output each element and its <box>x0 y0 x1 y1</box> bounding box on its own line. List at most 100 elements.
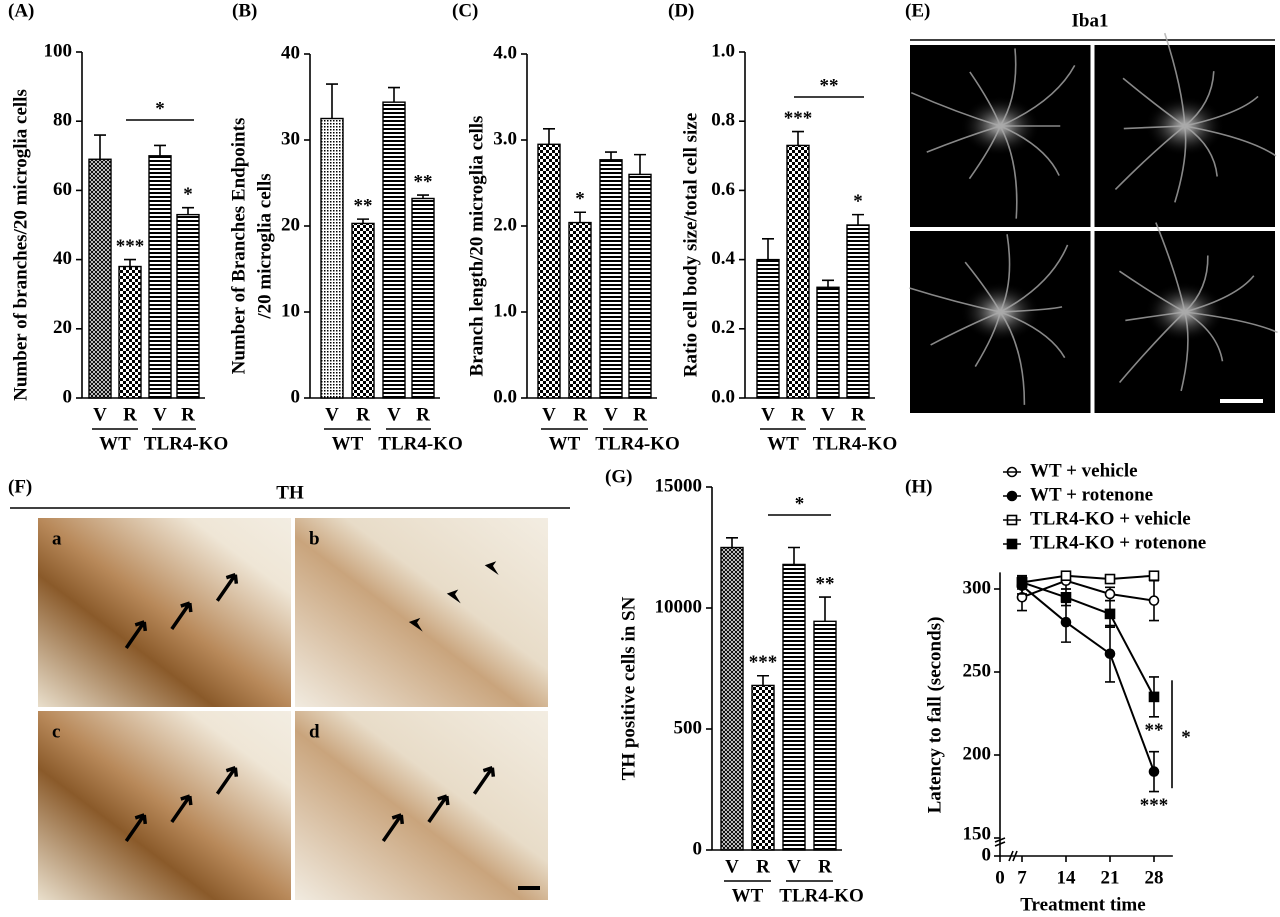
arrowhead <box>484 561 499 575</box>
y-axis-title: Branch length/20 microglia cells <box>466 116 487 377</box>
subpanel-label: b <box>1109 55 1120 76</box>
panel-label: (F) <box>8 476 32 497</box>
bracket-label: * <box>1181 727 1191 748</box>
microglia-process <box>909 287 1001 313</box>
bracket-label: * <box>155 98 165 119</box>
x-tick-label: R <box>123 404 137 425</box>
x-tick-label: R <box>851 404 865 425</box>
y-tick-label: 10 <box>281 300 300 321</box>
microglia-process <box>1180 311 1189 392</box>
x-tick-label: V <box>387 404 401 425</box>
bracket-label: ** <box>820 75 839 96</box>
microglia-process <box>999 48 1017 127</box>
error-bar <box>182 206 194 215</box>
microglia-process <box>1163 32 1186 127</box>
microglia-process <box>1184 275 1255 313</box>
micrograph <box>38 518 291 707</box>
y-tick-label: 60 <box>53 179 72 200</box>
group-label: WT <box>767 433 799 454</box>
group-label: TLR4-KO <box>813 433 897 454</box>
axis-break <box>994 837 1006 847</box>
bar <box>846 224 870 399</box>
series-line <box>1021 584 1155 772</box>
significance-label: *** <box>784 108 813 129</box>
bar <box>411 197 435 399</box>
point <box>1104 573 1116 585</box>
microglia-process <box>969 71 1001 127</box>
x-tick-label: V <box>787 856 801 877</box>
x-tick-label: R <box>633 404 647 425</box>
subpanel-label: a <box>52 528 62 549</box>
arrow <box>381 813 404 842</box>
microglia-process <box>930 311 1001 346</box>
significance-label: ** <box>816 573 835 594</box>
x-tick-label: 14 <box>1057 867 1077 888</box>
bar <box>118 265 142 399</box>
arrowhead <box>408 617 423 632</box>
significance-label: * <box>575 189 585 210</box>
error-bar <box>788 546 800 565</box>
error-bar <box>326 83 338 119</box>
x-tick-label: R <box>756 856 770 877</box>
bar <box>816 286 840 399</box>
microglia-process <box>999 125 1060 176</box>
microglia-process <box>1174 125 1187 203</box>
microglia-process <box>1184 311 1224 362</box>
y-tick-label: 4.0 <box>493 42 517 63</box>
point <box>1104 608 1116 620</box>
y-tick-label: 1.0 <box>493 300 517 321</box>
microglia-process <box>1184 95 1259 127</box>
bar <box>537 143 561 399</box>
y-axis-title: Number of Branches Endpoints <box>228 118 249 375</box>
microglia-process <box>1184 125 1218 177</box>
point <box>1148 691 1160 703</box>
bar <box>720 546 744 851</box>
group-label: WT <box>549 433 581 454</box>
subpanel-label: b <box>309 528 320 549</box>
microglia-process <box>1184 71 1215 127</box>
point <box>1060 591 1072 603</box>
subpanel-label: d <box>309 721 320 742</box>
error-bar <box>762 238 774 260</box>
microglia-process <box>974 311 1002 367</box>
legend-label: WT + vehicle <box>1030 460 1138 481</box>
bar <box>88 158 112 399</box>
y-tick-label: 40 <box>53 248 72 269</box>
y-tick-label: 2.0 <box>493 214 517 235</box>
bar <box>751 684 775 851</box>
microglia-process <box>1123 125 1185 130</box>
y-tick-label: 0.6 <box>711 179 735 200</box>
bar <box>568 221 592 399</box>
error-bar <box>792 130 804 146</box>
x-tick-label: V <box>725 856 739 877</box>
arrow <box>170 601 193 631</box>
y-tick-label: 0 <box>291 386 301 407</box>
error-bar <box>94 134 106 160</box>
bar <box>756 258 780 399</box>
y-axis-title: /20 microglia cells <box>254 173 275 319</box>
subpanel-label: d <box>1109 241 1120 262</box>
error-bar <box>124 258 136 267</box>
arrow <box>472 766 496 795</box>
error-bar <box>726 537 738 548</box>
x-tick-label: R <box>356 404 370 425</box>
microglia-process <box>1184 255 1209 313</box>
y-tick-label: 0 <box>982 844 992 865</box>
error-bar <box>822 279 834 288</box>
significance-label: ** <box>414 171 433 192</box>
bar <box>382 101 406 399</box>
x-tick-label: V <box>542 404 556 425</box>
micrograph <box>295 711 548 900</box>
x-tick-label: V <box>153 404 167 425</box>
panel-label: (H) <box>905 476 932 497</box>
bar <box>320 117 344 399</box>
group-label: TLR4-KO <box>378 433 462 454</box>
subpanel-label: c <box>924 241 932 262</box>
arrow <box>215 573 239 602</box>
y-tick-label: 80 <box>53 110 72 131</box>
arrow <box>170 794 193 824</box>
axis-break <box>1008 850 1018 862</box>
x-tick-label: R <box>181 404 195 425</box>
arrow <box>124 813 147 842</box>
